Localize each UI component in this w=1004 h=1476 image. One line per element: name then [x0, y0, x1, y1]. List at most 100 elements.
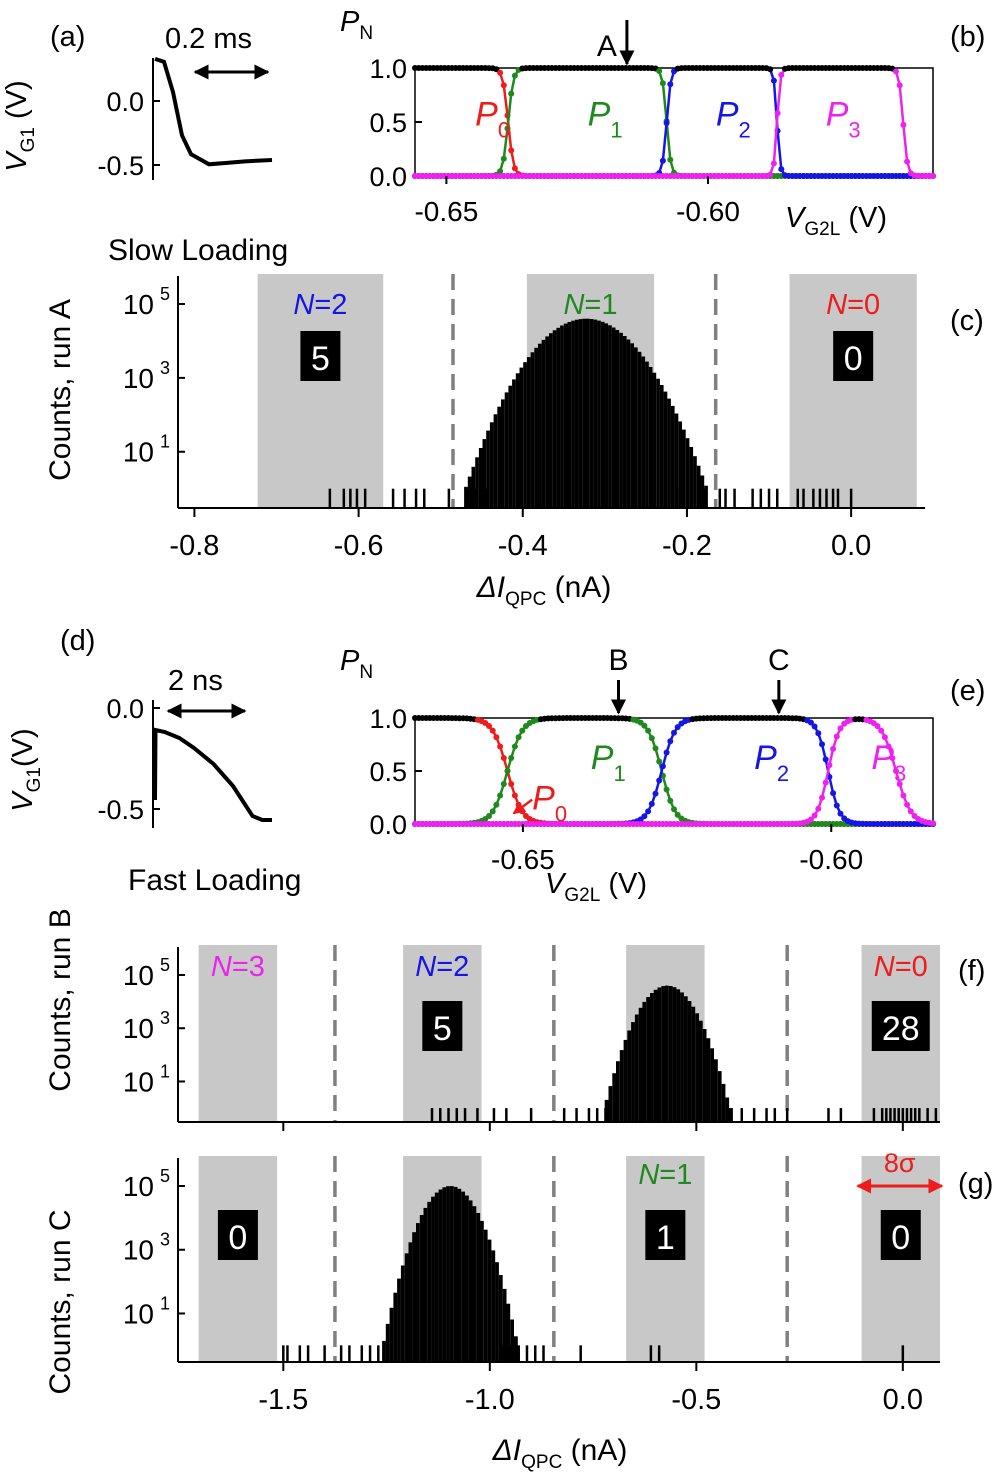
c-peak-bar [586, 318, 590, 508]
g-peak-bar [457, 1188, 462, 1362]
e-point-P1 [671, 806, 677, 813]
c-peak-bar [538, 343, 542, 508]
f-ytick-label-2: 10 [123, 960, 154, 991]
panel-a-pulse-curve [154, 56, 273, 167]
f-ytick-exp-2: 5 [160, 955, 170, 975]
b-point-P0 [511, 165, 518, 172]
region-label-value: =1 [584, 289, 617, 321]
region-label-value: =2 [436, 951, 469, 983]
region-label-value: =3 [232, 951, 265, 983]
e-point-P3 [900, 792, 907, 799]
panel-b-xlabel: VG2L (V) [785, 202, 887, 240]
e-point-P3 [826, 762, 833, 769]
e-point-P3 [896, 781, 903, 787]
b-curve-label-P3: P3 [826, 95, 861, 142]
panel-f-ylabel: Counts, run B [44, 908, 77, 1091]
e-point-P3 [889, 755, 896, 761]
b-point-P3 [767, 171, 774, 178]
panel-f-label: (f) [958, 955, 985, 987]
curve-label-letter: P [588, 95, 611, 133]
c-peak-bar [678, 421, 682, 508]
b-point-P2 [778, 166, 785, 173]
c-peak-bar [667, 398, 671, 508]
e-point-P3 [885, 743, 892, 750]
f-peak-bar [619, 1050, 624, 1122]
c-peak-bar [523, 362, 527, 508]
e-point-P2 [671, 729, 677, 736]
g-peak-bar [408, 1242, 413, 1362]
b-point-P1 [500, 155, 507, 162]
f-peak-bar [653, 989, 658, 1122]
panel-b-ylabel: PN [340, 6, 373, 44]
b-point-P0 [500, 82, 507, 89]
f-count-text-1: 5 [433, 1010, 452, 1048]
c-peak-bar [497, 406, 501, 508]
e-point-P3 [907, 808, 914, 815]
f-peak-bar [631, 1022, 635, 1122]
e-xtick-label-0: -0.65 [491, 844, 555, 875]
f-peak-bar [642, 1001, 647, 1122]
panel-a: (a) 0.2 ms VG1 (V) 0.0 -0.5 [1, 21, 273, 181]
e-ytick-label-2: 0.0 [369, 810, 407, 840]
e-point-P3 [815, 805, 822, 812]
f-peak-bar [665, 985, 669, 1122]
e-point-P3 [893, 768, 899, 774]
curve-label-sub: 3 [848, 117, 860, 142]
e-point-P3 [822, 779, 829, 786]
c-region-label-0: N=2 [293, 289, 347, 321]
panel-b-label: (b) [950, 21, 985, 53]
curve-label-letter: P [532, 780, 555, 818]
panel-d-ytick-label-0: 0.0 [106, 694, 144, 724]
b-point-P3 [930, 173, 936, 179]
f-region-label-3: N=0 [874, 951, 928, 983]
panel-c-xlabel: ΔIQPC (nA) [476, 571, 612, 610]
g-peak-bar [419, 1215, 424, 1362]
g-peak-bar [389, 1307, 394, 1362]
c-peak-bar [549, 333, 553, 508]
panel-c-label: (c) [950, 305, 984, 337]
c-peak-bar [704, 485, 708, 508]
curve-label-letter: P [716, 95, 739, 133]
c-ytick-exp-2: 5 [160, 284, 170, 304]
e-curve-label-P0: P0 [532, 780, 567, 827]
f-peak-bar [721, 1083, 726, 1122]
c-peak-bar [482, 439, 487, 508]
c-peak-bar [641, 356, 646, 508]
panel-e-arrow-label-0: B [608, 644, 628, 677]
f-peak-bar [672, 987, 677, 1122]
c-xtick-label-4: 0.0 [831, 530, 871, 562]
c-peak-bar [567, 322, 572, 508]
c-peak-bar [696, 465, 701, 508]
panel-d-pulse-curve [153, 727, 272, 822]
g-ytick-label-2: 10 [123, 1171, 154, 1202]
c-peak-bar [645, 361, 649, 508]
e-point-P2 [667, 738, 674, 745]
b-point-P3 [904, 158, 911, 165]
c-count-text-0: 5 [311, 340, 330, 378]
panel-g-xlabel: ΔIQPC (nA) [492, 1434, 628, 1473]
region-label-n: N [638, 1159, 659, 1191]
e-curve-label-P2: P2 [754, 739, 789, 786]
e-point-P1 [515, 734, 522, 741]
b-point-P1 [667, 156, 674, 163]
b-ytick-label-2: 0.0 [369, 162, 407, 192]
c-peak-bar [608, 325, 612, 508]
g-ytick-label-1: 10 [123, 1235, 154, 1266]
c-peak-bar [582, 318, 586, 508]
g-peak-bar [385, 1323, 390, 1362]
c-peak-bar [693, 456, 697, 508]
b-ytick-label-1: 0.5 [369, 108, 407, 138]
e-point-P1 [519, 727, 526, 734]
c-peak-bar [467, 476, 472, 508]
f-peak-bar [725, 1097, 730, 1122]
b-point-P1 [497, 168, 504, 175]
e-point-P1 [497, 792, 504, 799]
e-point-P2 [833, 802, 840, 809]
panel-d: (d) 2 ns VG1(V) 0.0 -0.5 [7, 625, 272, 828]
c-peak-bar [571, 320, 575, 508]
e-point-P2 [811, 723, 818, 730]
e-point-P2 [641, 813, 648, 820]
panel-c-title: Slow Loading [108, 234, 288, 267]
c-peak-bar [637, 351, 642, 508]
